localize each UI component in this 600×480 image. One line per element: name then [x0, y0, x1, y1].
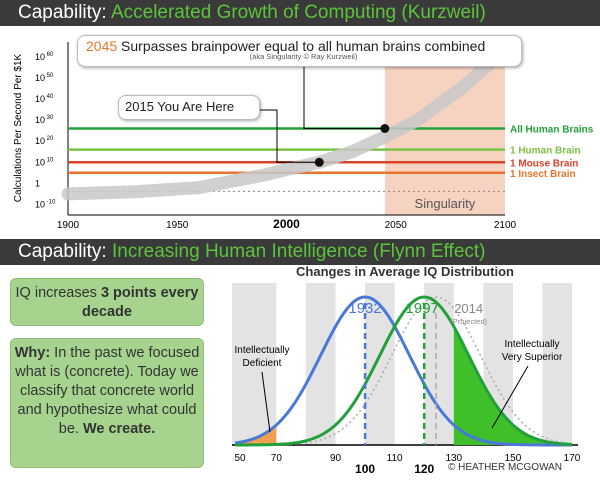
- iq-x-tick-emphasis: 100: [355, 462, 375, 476]
- banner-highlight: Accelerated Growth of Computing (Kurzwei…: [110, 2, 486, 23]
- y-tick-label: 10 60: [35, 52, 54, 62]
- y-tick-label: 10 40: [35, 94, 54, 104]
- threshold-label: 1 Human Brain: [510, 146, 581, 157]
- banner-prefix: Capability:: [18, 2, 111, 23]
- iq-text: IQ increases: [15, 285, 101, 301]
- annotation-deficient-line2: Deficient: [243, 358, 282, 369]
- iq-x-tick-emphasis: 120: [414, 462, 434, 476]
- annotation-pointer: [261, 371, 271, 433]
- callout-text: Surpasses brainpower equal to all human …: [117, 38, 486, 54]
- y-tick-label: 1: [35, 178, 40, 188]
- y-tick-label: 10 10: [35, 157, 54, 167]
- iq-bold: 3 points every decade: [82, 285, 199, 320]
- annotation-deficient-line1: Intellectually: [234, 345, 289, 356]
- why-text: In the past we focused what is (concrete…: [15, 345, 200, 437]
- iq-band: [424, 283, 454, 445]
- why-label: Why:: [14, 345, 51, 361]
- iq-chart-title: Changes in Average IQ Distribution: [296, 264, 514, 279]
- y-axis-label: Calculations Per Second Per $1K: [13, 53, 24, 202]
- iq-band: [542, 283, 573, 445]
- iq-x-tick: 70: [271, 453, 283, 464]
- iq-x-tick: 110: [387, 453, 403, 464]
- banner-highlight: Increasing Human Intelligence (Flynn Eff…: [112, 241, 486, 262]
- x-tick-label: 1950: [166, 220, 189, 231]
- callout-2015: 2015 You Are Here: [118, 95, 260, 120]
- x-tick-label: 2050: [385, 220, 408, 231]
- leader-line: [303, 67, 385, 129]
- iq-x-tick: 170: [564, 453, 581, 464]
- computing-chart: Singularity 10 -10 1 10 10 10 20 10 30 10 40 10…: [13, 42, 594, 231]
- superior-tail: [453, 326, 573, 445]
- threshold-label: 1 Insect Brain: [510, 169, 576, 180]
- x-tick-label: 1900: [57, 220, 80, 231]
- deficient-tail: [234, 425, 277, 445]
- callout-2045: 2045 Surpasses brainpower equal to all h…: [77, 35, 522, 67]
- series-1932-curve: [234, 295, 573, 447]
- series-label-2014: 2014: [454, 301, 483, 316]
- iq-x-tick: 90: [330, 453, 342, 464]
- iq-increase-box: IQ increases 3 points every decade: [10, 278, 204, 326]
- y-tick-label: 10 20: [35, 136, 54, 146]
- threshold-label: 1 Mouse Brain: [510, 158, 578, 169]
- annotation-superior-line1: Intellectually: [504, 339, 559, 350]
- series-note-2014: (Projected): [450, 317, 487, 326]
- iq-band: [365, 283, 395, 445]
- annotation-superior-line2: Very Superior: [502, 352, 563, 363]
- banner-prefix: Capability:: [18, 241, 112, 262]
- series-1997-curve: [235, 295, 573, 447]
- annotation-pointer: [491, 365, 529, 429]
- why-bold: We create.: [82, 421, 156, 437]
- callout-note: (aka Singularity © Ray Kurzweil): [249, 52, 358, 61]
- iq-band: [232, 283, 277, 445]
- y-tick-label: 10 -10: [35, 199, 56, 209]
- x-tick-label: 2000: [273, 217, 300, 231]
- x-tick-label: 2100: [494, 220, 517, 231]
- y-tick-label: 10 30: [35, 115, 54, 125]
- threshold-label: All Human Brains: [510, 125, 594, 136]
- iq-band: [483, 283, 513, 445]
- why-box: Why: In the past we focused what is (con…: [10, 338, 204, 468]
- banner-intelligence: Capability: Increasing Human Intelligenc…: [0, 239, 600, 265]
- iq-band: [305, 283, 336, 445]
- banner-computing: Capability: Accelerated Growth of Comput…: [0, 0, 600, 26]
- singularity-label: Singularity: [415, 196, 476, 211]
- series-label-1997: 1997: [406, 300, 439, 317]
- series-2014-curve: [235, 296, 573, 446]
- credit: © HEATHER MCGOWAN: [448, 462, 563, 473]
- iq-x-tick: 50: [234, 453, 246, 464]
- series-label-1932: 1932: [348, 300, 381, 317]
- y-tick-label: 10 50: [35, 73, 54, 83]
- callout-year: 2045: [86, 38, 118, 54]
- leader-line: [260, 109, 320, 163]
